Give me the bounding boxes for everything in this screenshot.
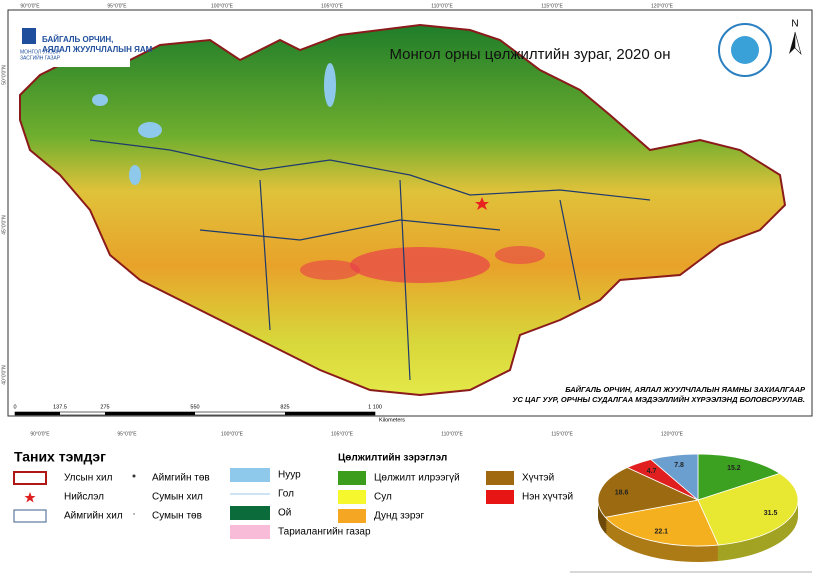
pie-label: 22.1 [654,528,668,535]
lake [138,122,162,138]
ministry-line: БАЙГАЛЬ ОРЧИН, [42,35,113,44]
symbol-capital [24,492,36,503]
desert-label: Нэн хүчтэй [522,492,573,503]
pie-label: 7.8 [674,462,684,469]
lat-label: 45°0'0"N [1,215,7,235]
lon-label: 115°0'0"E [551,431,573,437]
pie-slice [697,453,781,501]
legend-label: Улсын хил [64,473,113,484]
pie-slice [697,473,799,546]
legend-label: Аймгийн хил [64,511,123,522]
scale-label: 550 [190,404,199,410]
lon-label: 110°0'0"E [441,431,463,437]
logo-line: МОНГОЛ УЛСЫН [20,49,61,55]
north-label: N [791,19,798,30]
scale-unit: Kilometers [379,417,405,423]
legend-label: Нуур [278,470,301,481]
map [19,23,787,397]
scale-label: 1 100 [368,404,382,410]
lon-label: 100°0'0"E [211,3,234,9]
scale-label: 275 [100,404,109,410]
legend-title: Таних тэмдэг [14,449,106,465]
credit-line: УС ЦАГ УУР, ОРЧНЫ СУДАЛГАА МЭДЭЭЛЛИЙН ХҮ… [512,395,805,404]
pie-label: 18.6 [615,490,629,497]
ministry-line: АЯЛАЛ ЖУУЛЧЛАЛЫН ЯАМ [42,45,153,54]
lake [92,94,108,106]
severe-area [495,246,545,264]
scale-segment [105,412,195,415]
lon-label: 115°0'0"E [541,3,563,9]
symbol-center [132,474,136,478]
severe-area [350,247,490,283]
north-arrow [794,31,802,56]
legend-label: Аймгийн төв [152,473,210,484]
desert-legend-title: Цөлжилтийн зэрэглэл [338,453,447,464]
desert-label: Дунд зэрэг [374,511,424,522]
lat-label: 40°0'0"N [1,365,7,385]
symbol-fill [230,468,270,482]
desert-swatch [338,490,366,504]
lon-label: 90°0'0"E [30,431,50,437]
desert-label: Сул [374,492,392,503]
lake [324,63,336,107]
pie-label: 15.2 [727,465,741,472]
lon-label: 95°0'0"E [117,431,137,437]
lon-label: 120°0'0"E [651,3,674,9]
lat-label: 50°0'0"N [1,65,7,85]
desert-label: Цөлжилт илрээгүй [374,473,460,484]
symbol-center [133,513,135,515]
capital-star [475,197,489,210]
desert-label: Хүчтэй [522,473,554,484]
north-arrow [789,32,795,54]
legend-label: Гол [278,489,294,500]
pie-slice [604,499,719,547]
lon-label: 105°0'0"E [331,431,354,437]
scale-label: 825 [280,404,289,410]
legend-label: Ой [278,508,291,519]
pie-label: 31.5 [764,510,778,517]
scale-label: 0 [13,404,16,410]
pie-slice [597,467,700,518]
lon-label: 110°0'0"E [431,3,453,9]
pie-slice [650,453,699,501]
agency-logo-inner [731,36,759,64]
lon-label: 90°0'0"E [20,3,40,9]
symbol-fill [230,525,270,539]
symbol-province [13,509,47,523]
symbol-border [13,471,47,485]
scale-label: 137.5 [53,404,67,410]
legend-label: Сумын хил [152,492,203,503]
scale-segment [285,412,375,415]
severe-area [300,260,360,280]
desert-swatch [486,471,514,485]
desert-swatch [338,509,366,523]
desert-swatch [486,490,514,504]
emblem [22,28,36,44]
lon-label: 100°0'0"E [221,431,244,437]
lake [129,165,141,185]
credit-line: БАЙГАЛЬ ОРЧИН, АЯЛАЛ ЖУУЛЧЛАЛЫН ЯАМНЫ ЗА… [565,385,806,394]
logo-line: ЗАСГИЙН ГАЗАР [20,53,61,61]
legend-label: Тариалангийн газар [278,527,371,538]
symbol-fill [230,506,270,520]
scale-segment [15,412,60,415]
legend-label: Сумын төв [152,511,202,522]
pie-label: 4.7 [647,468,657,475]
desert-swatch [338,471,366,485]
lon-label: 95°0'0"E [107,3,127,9]
lon-label: 105°0'0"E [321,3,344,9]
legend-label: Нийслэл [64,492,104,503]
country [19,23,787,397]
province-borders [89,139,651,381]
lon-label: 120°0'0"E [661,431,684,437]
map-title: Монгол орны цөлжилтийн зураг, 2020 он [389,46,670,63]
